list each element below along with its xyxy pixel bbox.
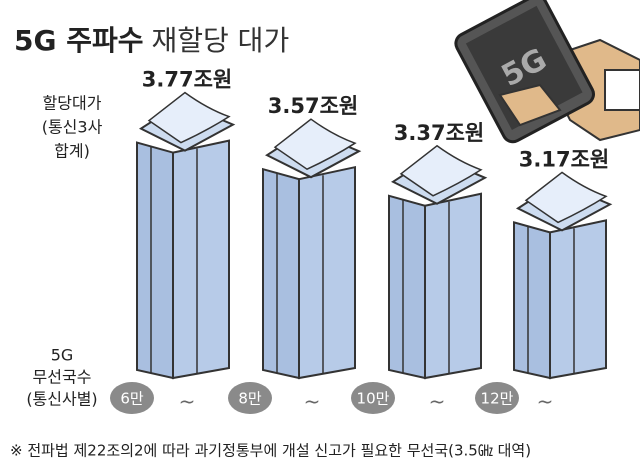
title-main: 5G 주파수 xyxy=(14,24,144,57)
bar-left-face xyxy=(136,141,174,380)
money-bill xyxy=(399,144,483,197)
money-bill xyxy=(147,91,231,144)
range-mark: ~ xyxy=(537,390,554,414)
bar-left-face xyxy=(513,221,551,380)
range-mark: ~ xyxy=(304,390,321,414)
bars: 3.77조원 3.57조원 3.37조원 3.17조원 xyxy=(136,68,613,380)
money-bill xyxy=(273,118,357,171)
value-label: 3.37조원 xyxy=(394,121,484,145)
x-tick-label: 12만 xyxy=(481,390,514,408)
y-label-line: 합계) xyxy=(54,142,90,161)
y-label-line: (통신3사 xyxy=(42,118,103,137)
x-tick-label: 8만 xyxy=(238,390,262,408)
category-badge xyxy=(110,382,154,414)
bar xyxy=(424,192,482,380)
value-label: 3.57조원 xyxy=(268,94,358,118)
x-axis-label: 5G 무선국수 (통신사별) 6만 ~8만 ~10만 ~12만 ~ xyxy=(26,346,554,414)
range-mark: ~ xyxy=(429,390,446,414)
x-label-line: 5G xyxy=(51,346,74,365)
x-label-line: 무선국수 xyxy=(33,368,92,387)
bar xyxy=(298,165,356,380)
x-tick-label: 10만 xyxy=(357,390,390,408)
category-badge xyxy=(475,382,519,414)
x-tick-label: 6만 xyxy=(120,390,144,408)
category-badge xyxy=(228,382,272,414)
bar-left-face xyxy=(262,167,300,380)
category-badge xyxy=(351,382,395,414)
bar xyxy=(549,219,607,380)
bar xyxy=(172,139,230,380)
money-bill xyxy=(524,171,608,224)
phone-illustration: 5G xyxy=(454,0,640,144)
footnote: ※ 전파법 제22조의2에 따라 과기정통부에 개설 신고가 필요한 무선국(3… xyxy=(10,442,531,460)
value-label: 3.77조원 xyxy=(142,68,232,92)
title-rest: 재할당 대가 xyxy=(152,24,290,57)
value-label: 3.17조원 xyxy=(519,147,609,171)
range-mark: ~ xyxy=(179,390,196,414)
chart-title: 5G 주파수 재할당 대가 xyxy=(14,24,289,57)
x-label-line: (통신사별) xyxy=(26,390,97,409)
bar-left-face xyxy=(388,194,426,380)
y-label-line: 할당대가 xyxy=(43,94,102,113)
